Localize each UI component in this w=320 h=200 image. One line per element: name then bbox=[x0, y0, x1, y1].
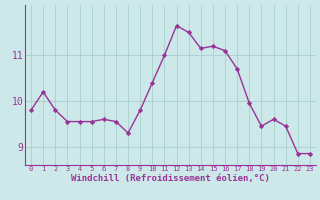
X-axis label: Windchill (Refroidissement éolien,°C): Windchill (Refroidissement éolien,°C) bbox=[71, 174, 270, 183]
